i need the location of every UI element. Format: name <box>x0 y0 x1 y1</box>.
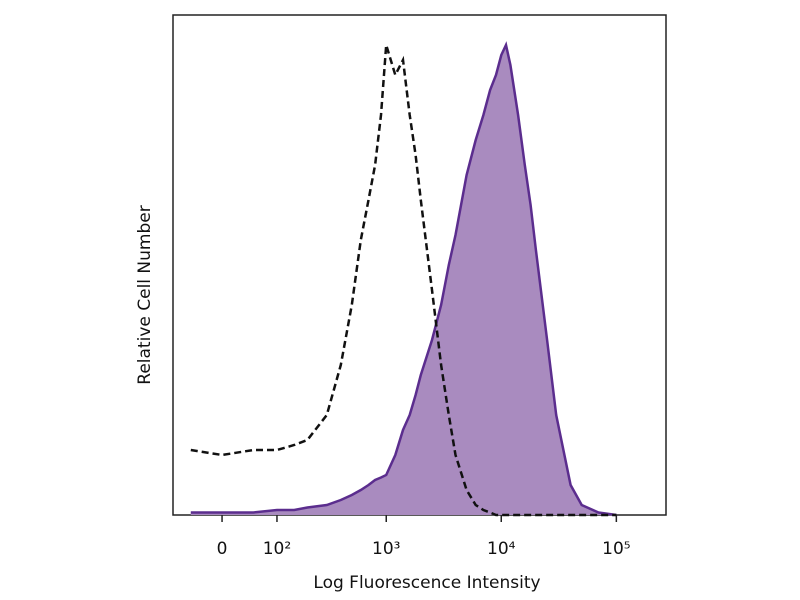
x-axis-label: Log Fluorescence Intensity <box>313 573 540 593</box>
histogram-line <box>190 41 617 517</box>
histogram-line <box>190 44 617 517</box>
x-tick-label: 10³ <box>372 539 400 559</box>
x-tick-label: 10⁵ <box>602 539 630 559</box>
x-tick-label: 0 <box>217 539 228 559</box>
x-tick-label: 10⁴ <box>487 539 516 559</box>
histogram-area <box>190 45 617 515</box>
y-axis-label: Relative Cell Number <box>135 205 155 384</box>
x-tick-label: 10² <box>263 539 291 559</box>
